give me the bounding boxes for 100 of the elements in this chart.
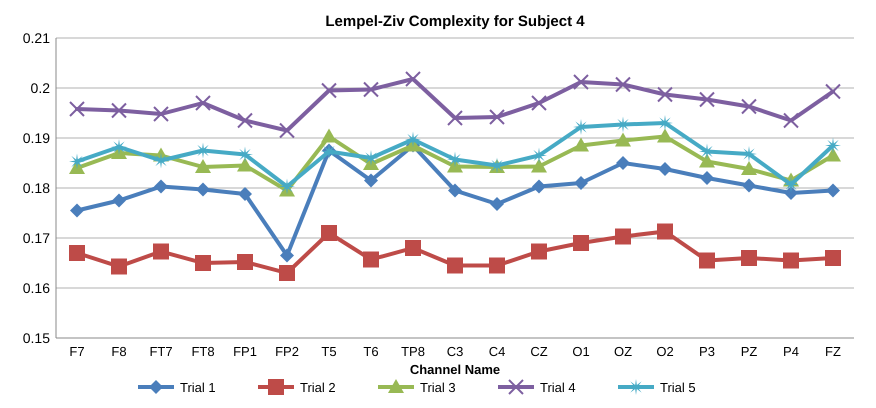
- point: [195, 255, 211, 271]
- x-tick-label: F8: [111, 344, 127, 359]
- point: [531, 158, 547, 172]
- point: [405, 71, 421, 87]
- y-tick-label: 0.16: [22, 280, 50, 296]
- legend-label: Trial 2: [300, 380, 336, 395]
- point: [489, 258, 505, 274]
- x-tick-label: F7: [69, 344, 85, 359]
- point: [573, 74, 589, 90]
- legend-label: Trial 3: [420, 380, 456, 395]
- point: [490, 197, 504, 211]
- point: [699, 154, 715, 168]
- y-tick-label: 0.2: [30, 80, 50, 96]
- point: [112, 194, 126, 208]
- x-tick-label: FT7: [149, 344, 173, 359]
- point: [825, 138, 841, 154]
- point: [279, 178, 295, 194]
- point: [658, 162, 672, 176]
- point: [196, 182, 210, 196]
- y-tick-label: 0.19: [22, 130, 50, 146]
- point: [195, 95, 211, 111]
- point: [321, 82, 337, 98]
- point: [447, 258, 463, 274]
- point: [237, 254, 253, 270]
- point: [699, 92, 715, 108]
- point: [321, 225, 337, 241]
- point: [363, 82, 379, 98]
- point: [657, 224, 673, 240]
- x-tick-label: P4: [783, 344, 799, 359]
- y-tick-label: 0.15: [22, 330, 50, 346]
- x-tick-label: C4: [488, 344, 506, 359]
- point: [237, 112, 253, 128]
- point: [279, 122, 295, 138]
- point: [70, 204, 84, 218]
- point: [699, 252, 715, 268]
- point: [237, 146, 253, 162]
- y-tick-label: 0.17: [22, 230, 50, 246]
- point: [237, 158, 253, 172]
- point: [574, 176, 588, 190]
- point: [447, 110, 463, 126]
- point: [111, 139, 127, 155]
- point: [364, 174, 378, 188]
- point: [280, 248, 294, 262]
- point: [153, 106, 169, 122]
- point: [615, 228, 631, 244]
- x-tick-label: C3: [446, 344, 464, 359]
- point: [405, 240, 421, 256]
- point: [69, 101, 85, 117]
- point: [741, 161, 757, 175]
- point: [573, 138, 589, 152]
- point: [69, 245, 85, 261]
- point: [448, 184, 462, 198]
- point: [741, 146, 757, 162]
- x-tick-label: T6: [363, 344, 379, 359]
- x-tick-label: O2: [656, 344, 674, 359]
- point: [825, 148, 841, 162]
- point: [153, 152, 169, 168]
- x-tick-label: PZ: [740, 344, 758, 359]
- x-tick-label: O1: [572, 344, 590, 359]
- point: [616, 156, 630, 170]
- legend-label: Trial 1: [180, 380, 216, 395]
- point: [741, 98, 757, 114]
- point: [195, 159, 211, 173]
- point: [154, 180, 168, 194]
- point: [826, 184, 840, 198]
- legend-label: Trial 4: [540, 380, 576, 395]
- point: [783, 252, 799, 268]
- point: [573, 235, 589, 251]
- point: [153, 244, 169, 260]
- point: [279, 265, 295, 281]
- y-tick-label: 0.21: [22, 30, 50, 46]
- x-tick-label: TP8: [401, 344, 425, 359]
- point: [700, 171, 714, 185]
- chart-title: Lempel-Ziv Complexity for Subject 4: [325, 13, 586, 30]
- point: [531, 95, 547, 111]
- point: [489, 109, 505, 125]
- point: [657, 86, 673, 102]
- point: [238, 187, 252, 201]
- point: [69, 154, 85, 170]
- point: [363, 252, 379, 268]
- x-tick-label: T5: [321, 344, 337, 359]
- x-tick-label: FZ: [825, 344, 841, 359]
- point: [111, 258, 127, 274]
- point: [783, 112, 799, 128]
- point: [657, 128, 673, 142]
- point: [531, 148, 547, 164]
- x-tick-label: FP1: [233, 344, 257, 359]
- point: [825, 250, 841, 266]
- point: [111, 102, 127, 118]
- point: [405, 132, 421, 148]
- point: [741, 250, 757, 266]
- point: [615, 76, 631, 92]
- point: [783, 176, 799, 192]
- y-tick-label: 0.18: [22, 180, 50, 196]
- x-axis-title: Channel Name: [410, 362, 500, 377]
- x-tick-label: CZ: [530, 344, 548, 359]
- point: [784, 186, 798, 200]
- point: [825, 84, 841, 100]
- legend-label: Trial 5: [660, 380, 696, 395]
- x-tick-label: P3: [699, 344, 715, 359]
